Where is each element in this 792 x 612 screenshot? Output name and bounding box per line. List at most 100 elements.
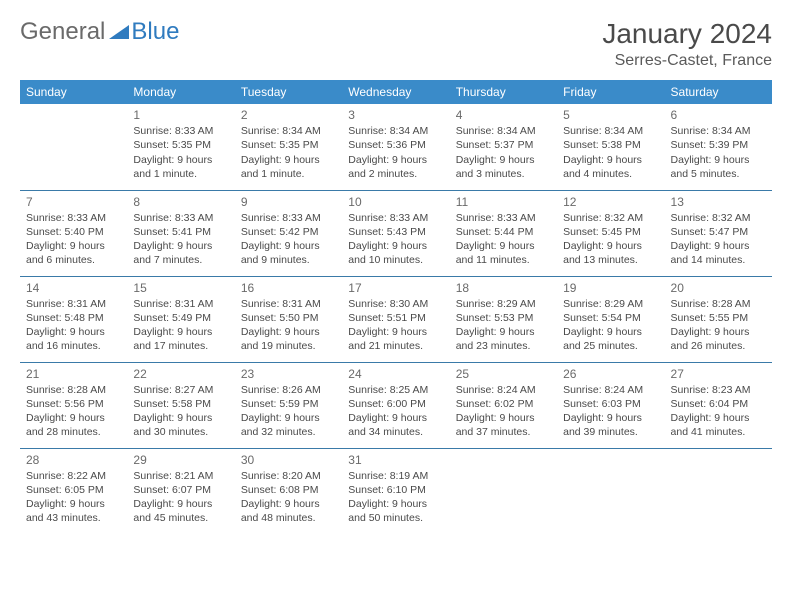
day-number: 19: [563, 280, 658, 296]
daylight-line: and 5 minutes.: [671, 167, 766, 181]
month-title: January 2024: [602, 18, 772, 50]
sunrise-line: Sunrise: 8:25 AM: [348, 383, 443, 397]
calendar-day-cell: 29Sunrise: 8:21 AMSunset: 6:07 PMDayligh…: [127, 448, 234, 534]
sunset-line: Sunset: 6:05 PM: [26, 483, 121, 497]
sunset-line: Sunset: 5:43 PM: [348, 225, 443, 239]
sunrise-line: Sunrise: 8:34 AM: [671, 124, 766, 138]
day-number: 26: [563, 366, 658, 382]
daylight-line: Daylight: 9 hours: [241, 239, 336, 253]
calendar-day-cell: 23Sunrise: 8:26 AMSunset: 5:59 PMDayligh…: [235, 362, 342, 448]
daylight-line: Daylight: 9 hours: [133, 411, 228, 425]
title-block: January 2024 Serres-Castet, France: [602, 18, 772, 70]
sunrise-line: Sunrise: 8:34 AM: [241, 124, 336, 138]
calendar-day-cell: 4Sunrise: 8:34 AMSunset: 5:37 PMDaylight…: [450, 104, 557, 190]
weekday-header-row: Sunday Monday Tuesday Wednesday Thursday…: [20, 80, 772, 104]
sunrise-line: Sunrise: 8:33 AM: [241, 211, 336, 225]
logo-text-blue: Blue: [131, 18, 179, 46]
sunrise-line: Sunrise: 8:22 AM: [26, 469, 121, 483]
sunrise-line: Sunrise: 8:28 AM: [671, 297, 766, 311]
sunset-line: Sunset: 5:48 PM: [26, 311, 121, 325]
sunset-line: Sunset: 6:03 PM: [563, 397, 658, 411]
sunrise-line: Sunrise: 8:34 AM: [348, 124, 443, 138]
sunset-line: Sunset: 5:38 PM: [563, 138, 658, 152]
daylight-line: Daylight: 9 hours: [348, 497, 443, 511]
sunset-line: Sunset: 5:35 PM: [241, 138, 336, 152]
weekday-header: Friday: [557, 80, 664, 104]
sunset-line: Sunset: 5:45 PM: [563, 225, 658, 239]
day-number: 25: [456, 366, 551, 382]
daylight-line: Daylight: 9 hours: [671, 411, 766, 425]
sunrise-line: Sunrise: 8:33 AM: [133, 124, 228, 138]
daylight-line: and 34 minutes.: [348, 425, 443, 439]
daylight-line: Daylight: 9 hours: [241, 153, 336, 167]
daylight-line: and 6 minutes.: [26, 253, 121, 267]
calendar-day-cell: 26Sunrise: 8:24 AMSunset: 6:03 PMDayligh…: [557, 362, 664, 448]
day-number: 30: [241, 452, 336, 468]
daylight-line: and 3 minutes.: [456, 167, 551, 181]
daylight-line: Daylight: 9 hours: [241, 411, 336, 425]
day-number: 21: [26, 366, 121, 382]
day-number: 6: [671, 107, 766, 123]
calendar-day-cell: [557, 448, 664, 534]
daylight-line: and 1 minute.: [133, 167, 228, 181]
daylight-line: Daylight: 9 hours: [671, 239, 766, 253]
sunset-line: Sunset: 5:51 PM: [348, 311, 443, 325]
sunrise-line: Sunrise: 8:33 AM: [133, 211, 228, 225]
daylight-line: and 13 minutes.: [563, 253, 658, 267]
daylight-line: and 11 minutes.: [456, 253, 551, 267]
day-number: 11: [456, 194, 551, 210]
calendar-day-cell: 19Sunrise: 8:29 AMSunset: 5:54 PMDayligh…: [557, 276, 664, 362]
daylight-line: and 48 minutes.: [241, 511, 336, 525]
day-number: 28: [26, 452, 121, 468]
sunset-line: Sunset: 5:44 PM: [456, 225, 551, 239]
sunset-line: Sunset: 5:54 PM: [563, 311, 658, 325]
day-number: 2: [241, 107, 336, 123]
sunset-line: Sunset: 5:53 PM: [456, 311, 551, 325]
daylight-line: and 50 minutes.: [348, 511, 443, 525]
daylight-line: and 30 minutes.: [133, 425, 228, 439]
daylight-line: and 17 minutes.: [133, 339, 228, 353]
sunrise-line: Sunrise: 8:29 AM: [563, 297, 658, 311]
calendar-day-cell: 8Sunrise: 8:33 AMSunset: 5:41 PMDaylight…: [127, 190, 234, 276]
sunrise-line: Sunrise: 8:33 AM: [348, 211, 443, 225]
sunset-line: Sunset: 5:42 PM: [241, 225, 336, 239]
sunset-line: Sunset: 5:37 PM: [456, 138, 551, 152]
daylight-line: Daylight: 9 hours: [133, 239, 228, 253]
daylight-line: and 25 minutes.: [563, 339, 658, 353]
day-number: 1: [133, 107, 228, 123]
calendar-day-cell: 30Sunrise: 8:20 AMSunset: 6:08 PMDayligh…: [235, 448, 342, 534]
sunset-line: Sunset: 5:47 PM: [671, 225, 766, 239]
logo: General Blue: [20, 18, 179, 46]
calendar-day-cell: 20Sunrise: 8:28 AMSunset: 5:55 PMDayligh…: [665, 276, 772, 362]
sunset-line: Sunset: 6:07 PM: [133, 483, 228, 497]
calendar-day-cell: 6Sunrise: 8:34 AMSunset: 5:39 PMDaylight…: [665, 104, 772, 190]
daylight-line: and 21 minutes.: [348, 339, 443, 353]
day-number: 17: [348, 280, 443, 296]
daylight-line: Daylight: 9 hours: [456, 411, 551, 425]
calendar-day-cell: 9Sunrise: 8:33 AMSunset: 5:42 PMDaylight…: [235, 190, 342, 276]
day-number: 12: [563, 194, 658, 210]
sunset-line: Sunset: 5:41 PM: [133, 225, 228, 239]
calendar-day-cell: 5Sunrise: 8:34 AMSunset: 5:38 PMDaylight…: [557, 104, 664, 190]
daylight-line: and 39 minutes.: [563, 425, 658, 439]
day-number: 23: [241, 366, 336, 382]
sunrise-line: Sunrise: 8:27 AM: [133, 383, 228, 397]
daylight-line: and 14 minutes.: [671, 253, 766, 267]
daylight-line: and 26 minutes.: [671, 339, 766, 353]
calendar-day-cell: 16Sunrise: 8:31 AMSunset: 5:50 PMDayligh…: [235, 276, 342, 362]
calendar-day-cell: [20, 104, 127, 190]
sunrise-line: Sunrise: 8:32 AM: [563, 211, 658, 225]
calendar-day-cell: [450, 448, 557, 534]
daylight-line: Daylight: 9 hours: [456, 153, 551, 167]
sunrise-line: Sunrise: 8:32 AM: [671, 211, 766, 225]
calendar-week-row: 7Sunrise: 8:33 AMSunset: 5:40 PMDaylight…: [20, 190, 772, 276]
sunrise-line: Sunrise: 8:24 AM: [456, 383, 551, 397]
sunrise-line: Sunrise: 8:30 AM: [348, 297, 443, 311]
daylight-line: Daylight: 9 hours: [241, 325, 336, 339]
calendar-week-row: 14Sunrise: 8:31 AMSunset: 5:48 PMDayligh…: [20, 276, 772, 362]
sunset-line: Sunset: 5:39 PM: [671, 138, 766, 152]
daylight-line: Daylight: 9 hours: [26, 411, 121, 425]
daylight-line: Daylight: 9 hours: [348, 239, 443, 253]
daylight-line: Daylight: 9 hours: [348, 325, 443, 339]
daylight-line: Daylight: 9 hours: [456, 325, 551, 339]
